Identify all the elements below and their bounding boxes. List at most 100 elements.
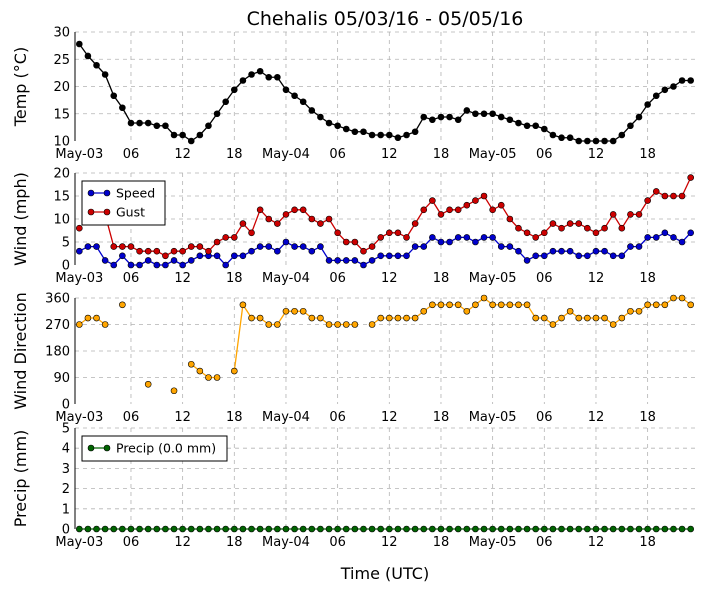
x-tick-label: 06 xyxy=(123,147,140,162)
data-point xyxy=(308,107,316,114)
data-point xyxy=(644,301,651,309)
data-point xyxy=(170,257,178,264)
data-point xyxy=(299,206,307,214)
data-point xyxy=(342,321,350,328)
data-point xyxy=(368,321,376,328)
data-point xyxy=(291,206,298,214)
data-point xyxy=(420,243,428,250)
data-point xyxy=(575,220,583,227)
data-point xyxy=(584,252,591,260)
data-point xyxy=(308,247,316,255)
data-point xyxy=(84,243,92,250)
data-point xyxy=(575,252,583,260)
data-point xyxy=(93,243,100,250)
data-point xyxy=(411,128,419,136)
data-point xyxy=(627,211,634,218)
series-precip xyxy=(76,525,694,533)
y-axis-label: Precip (mm) xyxy=(11,430,30,528)
series-gust xyxy=(76,174,694,260)
data-point xyxy=(196,367,204,375)
panel-2: 0 5 10 15 20 May-03 06 12 18 May-04 06 12 18 May-05 06… xyxy=(11,167,695,286)
x-tick-label: 12 xyxy=(588,535,605,550)
x-tick-label: May-05 xyxy=(469,271,517,286)
data-point xyxy=(403,252,410,260)
data-point xyxy=(618,314,626,322)
data-point xyxy=(394,525,402,533)
data-point xyxy=(368,131,376,139)
data-point xyxy=(523,525,531,533)
data-point xyxy=(446,301,453,309)
data-point xyxy=(325,257,333,264)
x-tick-label: 18 xyxy=(639,410,656,425)
data-point xyxy=(678,525,686,533)
data-point xyxy=(506,116,514,124)
data-point xyxy=(342,238,350,246)
data-point xyxy=(93,525,100,533)
data-point xyxy=(575,525,583,533)
data-point xyxy=(635,307,643,315)
data-point xyxy=(678,294,686,302)
data-point xyxy=(454,206,462,214)
x-tick-label: 18 xyxy=(433,535,450,550)
data-point xyxy=(196,525,204,533)
y-tick-label: 1 xyxy=(62,502,70,517)
data-point xyxy=(248,247,255,255)
data-point xyxy=(170,247,178,255)
data-point xyxy=(575,137,583,145)
data-point xyxy=(222,261,229,269)
x-tick-label: 18 xyxy=(226,535,243,550)
data-point xyxy=(532,122,539,130)
data-point xyxy=(678,77,686,84)
data-point xyxy=(661,525,669,533)
data-point xyxy=(76,247,83,255)
data-point xyxy=(523,301,531,309)
data-point xyxy=(394,314,402,322)
data-point xyxy=(101,321,109,328)
y-tick-label: 20 xyxy=(53,80,70,95)
x-tick-label: 06 xyxy=(329,271,346,286)
x-tick-label: 18 xyxy=(639,271,656,286)
data-point xyxy=(549,525,557,533)
data-point xyxy=(317,314,324,322)
data-point xyxy=(377,234,384,241)
data-point xyxy=(454,301,462,309)
data-point xyxy=(360,261,367,269)
data-point xyxy=(360,247,367,255)
data-point xyxy=(239,77,247,84)
y-tick-label: 2 xyxy=(62,482,70,497)
data-point xyxy=(670,525,677,533)
data-point xyxy=(472,238,479,246)
data-point xyxy=(403,314,410,322)
data-point xyxy=(360,128,367,136)
x-tick-label: May-03 xyxy=(55,147,103,162)
x-tick-label: 12 xyxy=(174,271,191,286)
y-tick-label: 0 xyxy=(62,523,70,538)
data-point xyxy=(196,252,204,260)
data-point xyxy=(480,234,488,241)
data-point xyxy=(541,252,548,260)
data-point xyxy=(76,40,83,48)
data-point xyxy=(515,525,522,533)
data-point xyxy=(386,131,393,139)
data-point xyxy=(532,525,539,533)
data-point xyxy=(652,525,660,533)
data-point xyxy=(386,229,393,237)
data-point xyxy=(265,73,273,81)
data-point xyxy=(360,525,367,533)
data-point xyxy=(429,116,436,124)
x-tick-label: May-03 xyxy=(55,410,103,425)
data-point xyxy=(661,192,669,200)
y-tick-label: 0 xyxy=(62,259,70,274)
data-point xyxy=(584,224,591,232)
data-point xyxy=(213,374,221,381)
data-point xyxy=(248,314,255,322)
data-point xyxy=(411,525,419,533)
data-point xyxy=(110,92,118,100)
data-point xyxy=(670,234,677,241)
data-point xyxy=(635,113,643,121)
x-tick-label: 06 xyxy=(329,147,346,162)
data-point xyxy=(558,224,565,232)
data-point xyxy=(558,525,565,533)
data-point xyxy=(368,525,376,533)
